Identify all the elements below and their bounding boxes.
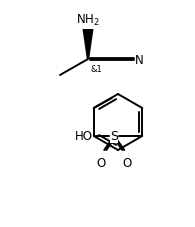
Polygon shape: [82, 30, 93, 60]
Text: S: S: [110, 130, 118, 143]
Text: O: O: [123, 156, 132, 169]
Text: N: N: [135, 53, 144, 66]
Text: NH$_2$: NH$_2$: [76, 13, 100, 28]
Text: &1: &1: [91, 65, 103, 74]
Text: O: O: [97, 156, 106, 169]
Text: HO: HO: [75, 130, 93, 143]
